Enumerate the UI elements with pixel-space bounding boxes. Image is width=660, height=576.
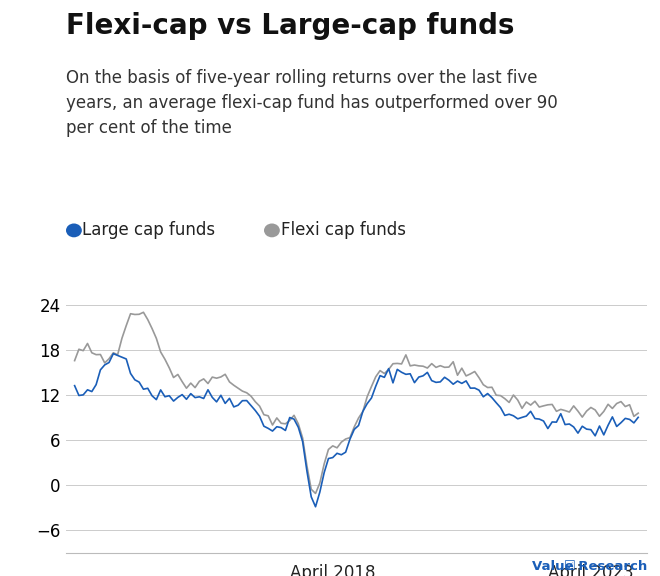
Text: On the basis of five-year rolling returns over the last five
years, an average f: On the basis of five-year rolling return…: [66, 69, 558, 137]
Text: Large cap funds: Large cap funds: [82, 221, 216, 240]
Text: Value Research: Value Research: [531, 560, 647, 573]
Text: Flexi-cap vs Large-cap funds: Flexi-cap vs Large-cap funds: [66, 12, 515, 40]
Text: Flexi cap funds: Flexi cap funds: [280, 221, 405, 240]
Text: ☑: ☑: [564, 560, 576, 573]
